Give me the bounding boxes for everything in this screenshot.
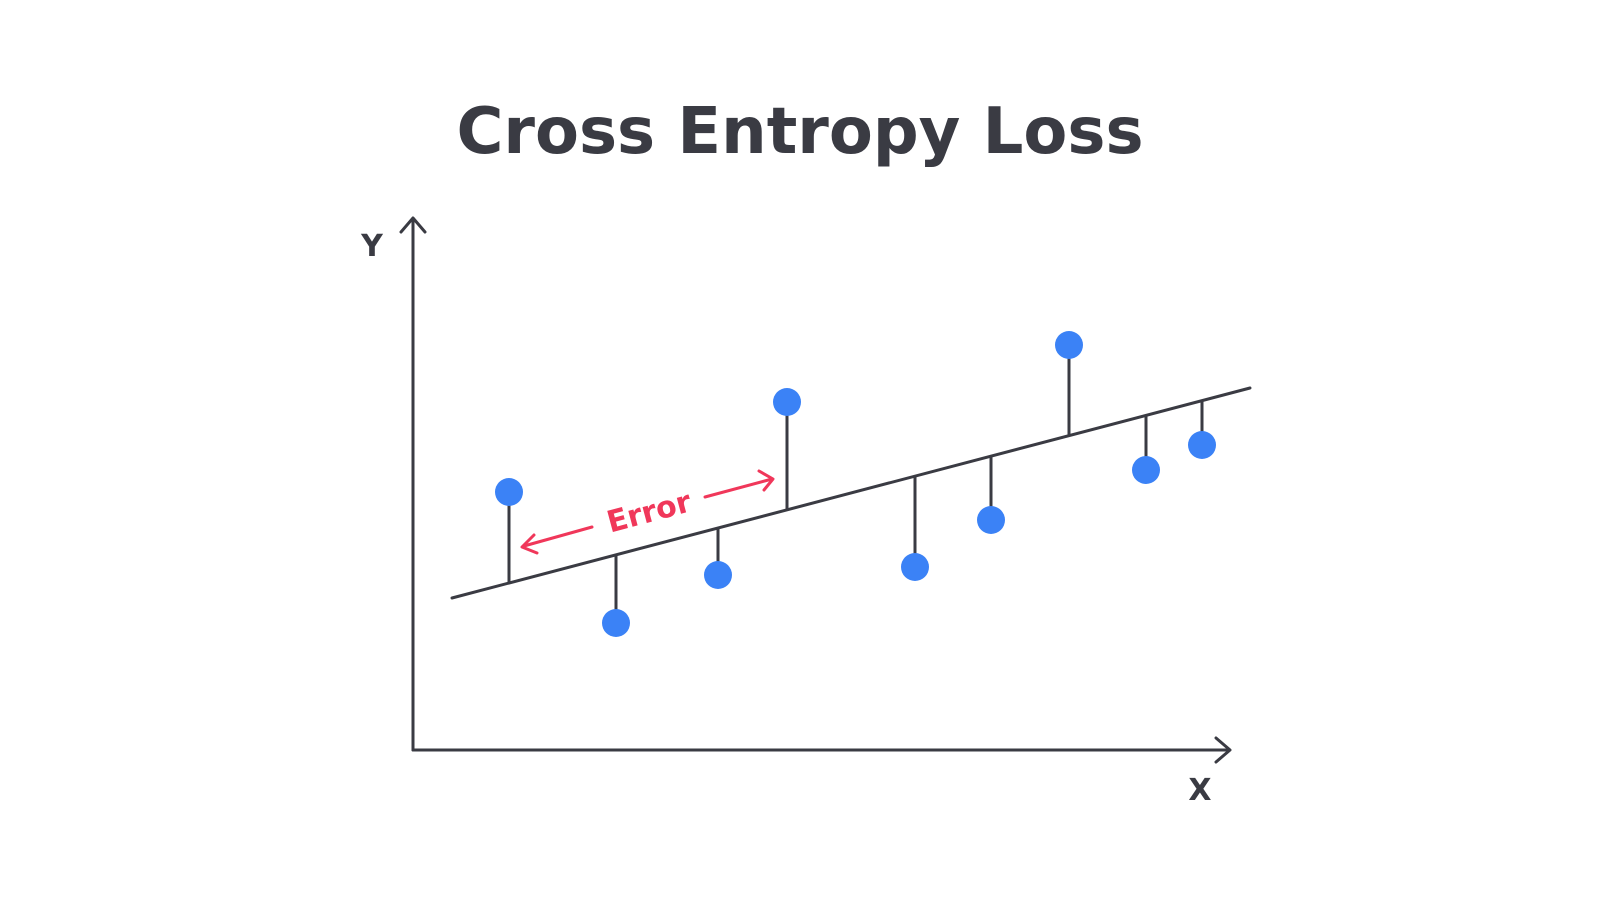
error-arrow-left-shaft	[522, 525, 594, 548]
error-arrow-right-shaft	[703, 477, 774, 499]
residual-lines	[507, 345, 1204, 623]
y-axis-label: Y	[360, 229, 384, 264]
y-axis-arrowhead	[399, 216, 427, 234]
error-arrow-right-head	[757, 469, 775, 492]
x-axis-arrowhead	[1214, 736, 1232, 764]
regression-line	[450, 386, 1252, 600]
data-point	[1132, 456, 1160, 484]
data-point	[495, 478, 523, 506]
error-arrow-left-head	[520, 533, 539, 555]
data-point	[901, 553, 929, 581]
error-label: Error	[603, 484, 695, 540]
data-point	[1188, 431, 1216, 459]
diagram-title: Cross Entropy Loss	[456, 95, 1144, 169]
data-point	[773, 388, 801, 416]
data-points	[495, 331, 1216, 637]
data-point	[1055, 331, 1083, 359]
axes	[399, 216, 1232, 764]
data-point	[977, 506, 1005, 534]
data-point	[704, 561, 732, 589]
x-axis-label: X	[1188, 773, 1211, 808]
data-point	[602, 609, 630, 637]
error-annotation	[520, 469, 775, 555]
